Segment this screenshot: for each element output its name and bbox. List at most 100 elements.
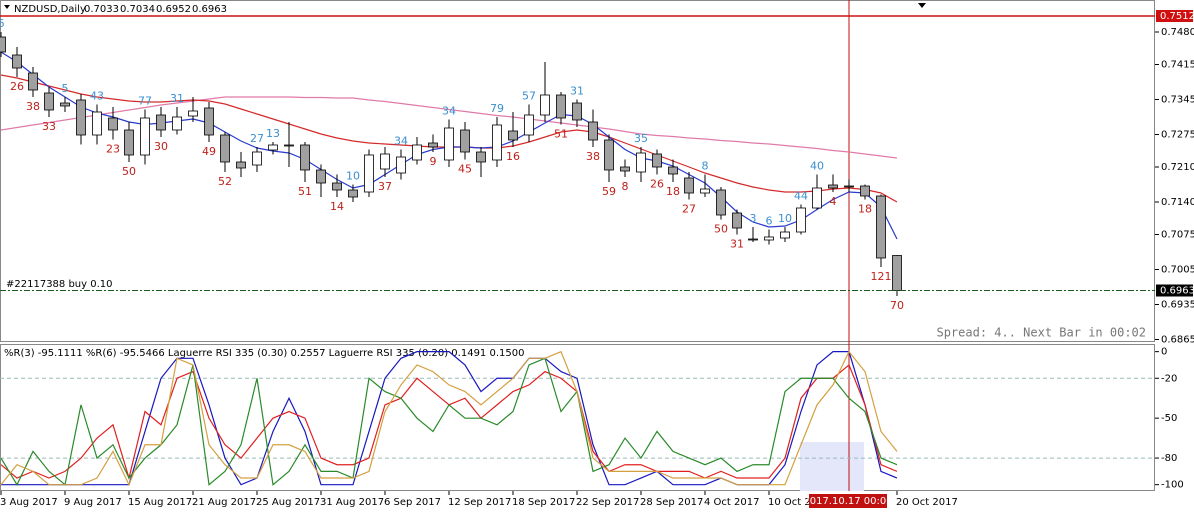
candle-body — [876, 195, 886, 259]
lower-label: 4 — [830, 195, 837, 208]
crosshair-label: 2017.10.17 00:00 — [803, 496, 892, 507]
main-panel-border — [0, 0, 1155, 342]
upper-label: 34 — [394, 135, 408, 148]
candle-body — [796, 207, 806, 233]
x-tick-label: 15 Aug 2017 — [128, 497, 192, 508]
x-tick-label: 12 Sep 2017 — [448, 497, 511, 508]
lower-label: 16 — [506, 150, 520, 163]
lower-label: 45 — [458, 163, 472, 176]
lower-label: 121 — [871, 270, 892, 283]
lower-label: 51 — [298, 185, 312, 198]
oscillator-line — [0, 350, 898, 487]
candle-body — [76, 99, 86, 136]
moving-average — [0, 96, 898, 159]
lower-label: 59 — [602, 185, 616, 198]
header-icon — [4, 5, 10, 9]
lower-label: 51 — [554, 128, 568, 141]
candle-body — [524, 114, 534, 136]
candle-body — [476, 151, 486, 163]
close: 0.6963 — [192, 4, 227, 15]
y-tick-label: 0.7275 — [1161, 130, 1194, 141]
upper-label: 57 — [522, 90, 536, 103]
upper-label: 10 — [346, 170, 360, 183]
lower-label: 37 — [378, 180, 392, 193]
candle-body — [716, 189, 726, 216]
candle-body — [812, 187, 822, 209]
x-tick-label: 10 Oct 2017 — [768, 497, 830, 508]
lower-label: 52 — [218, 175, 232, 188]
candle-body — [300, 144, 310, 171]
candle-body — [844, 185, 854, 188]
upper-label: 13 — [266, 127, 280, 140]
lower-label: 18 — [666, 185, 680, 198]
candle-body — [748, 238, 758, 241]
lower-label: 14 — [330, 200, 344, 213]
lower-label: 18 — [858, 203, 872, 216]
lower-label: 31 — [730, 238, 744, 251]
lower-label: 38 — [586, 150, 600, 163]
crosshair-box — [809, 494, 887, 508]
y-tick-label: -100 — [1161, 480, 1184, 491]
y-tick-label: 0.7480 — [1161, 27, 1194, 38]
upper-label: 34 — [442, 105, 456, 118]
lower-label: 26 — [10, 80, 24, 93]
candle-body — [460, 129, 470, 153]
candle-body — [412, 144, 422, 161]
level-box — [1156, 10, 1193, 22]
upper-label: 77 — [138, 95, 152, 108]
low: 0.6952 — [156, 4, 191, 15]
y-tick-label: 0.7210 — [1161, 162, 1194, 173]
candle-body — [492, 124, 502, 161]
candle-body — [44, 92, 54, 111]
high: 0.7034 — [120, 4, 155, 15]
candle-body — [12, 54, 22, 69]
lower-label: 23 — [106, 143, 120, 156]
lower-label: 50 — [714, 223, 728, 236]
candle-body — [396, 156, 406, 174]
header: NZDUSD,Daily 0.7033 0.7034 0.6952 0.6963 — [4, 4, 227, 15]
selection-shade — [800, 442, 864, 491]
upper-label: 44 — [794, 190, 808, 203]
lower-label: 26 — [650, 178, 664, 191]
candle-body — [252, 151, 262, 166]
upper-label: 35 — [634, 132, 648, 145]
x-tick-label: 4 Oct 2017 — [704, 497, 759, 508]
upper-label: 6 — [766, 215, 773, 228]
candle-body — [556, 94, 566, 119]
upper-label: 43 — [90, 90, 104, 103]
candle-body — [636, 152, 646, 173]
candle-body — [428, 142, 438, 148]
x-tick-label: 9 Aug 2017 — [64, 497, 122, 508]
x-tick-label: 28 Sep 2017 — [640, 497, 703, 508]
candle-body — [604, 139, 614, 171]
candle-body — [60, 102, 70, 107]
candle-body — [780, 231, 790, 239]
indicator-header: %R(3) -95.1111 %R(6) -95.5466 Laguerre R… — [4, 348, 524, 359]
upper-label: 27 — [250, 132, 264, 145]
candle-body — [332, 182, 342, 191]
symbol: NZDUSD,Daily — [14, 4, 86, 15]
bid-box — [1156, 284, 1193, 297]
y-tick-label: 0.7075 — [1161, 230, 1194, 241]
candle-body — [892, 255, 902, 291]
candle-body — [860, 185, 870, 197]
candle-body — [0, 36, 6, 53]
y-tick-label: 0.6865 — [1161, 335, 1194, 346]
upper-label: 5 — [62, 82, 69, 95]
lower-label: 38 — [26, 100, 40, 113]
x-tick-label: 21 Aug 2017 — [192, 497, 256, 508]
candle-body — [236, 161, 246, 169]
upper-label: 40 — [810, 160, 824, 173]
y-tick-label: 0 — [1161, 347, 1167, 358]
lower-label: 50 — [122, 165, 136, 178]
order-label: #22117388 buy 0.10 — [6, 279, 113, 290]
candle-body — [764, 236, 774, 241]
candle-body — [380, 153, 390, 170]
lower-label: 30 — [154, 140, 168, 153]
candle-body — [284, 144, 294, 147]
upper-label: 31 — [570, 85, 584, 98]
oscillator-panel-border — [0, 344, 1155, 491]
candle-body — [108, 117, 118, 131]
